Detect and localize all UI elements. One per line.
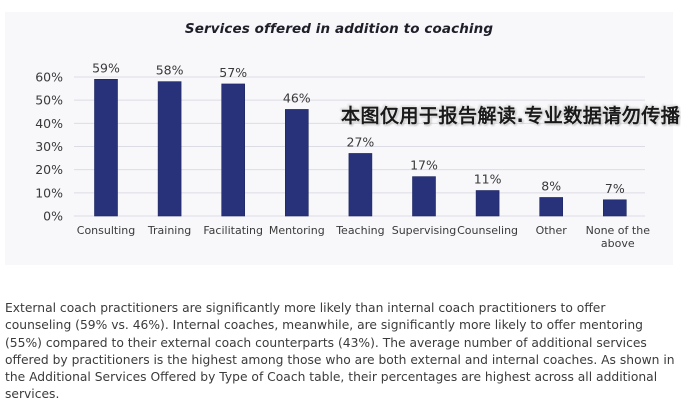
x-tick-label: above: [601, 237, 635, 250]
x-tick-label: Facilitating: [203, 224, 263, 237]
y-tick-label: 10%: [35, 185, 63, 200]
data-labels: 59% 58% 57% 46% 27% 17% 11% 8% 7%: [92, 60, 625, 195]
x-tick-label: Training: [147, 224, 191, 237]
chart-title: Services offered in addition to coaching: [184, 21, 494, 37]
bar-other: [539, 197, 564, 217]
y-tick-label: 0%: [43, 209, 63, 224]
x-tick-label: None of the: [586, 224, 651, 237]
x-tick-label: Consulting: [77, 224, 135, 237]
body-paragraph: External coach practitioners are signifi…: [5, 301, 675, 402]
data-label: 7%: [605, 181, 625, 196]
data-label: 58%: [156, 63, 184, 78]
x-tick-label: Other: [536, 224, 568, 237]
y-tick-label: 20%: [35, 162, 63, 177]
data-label: 59%: [92, 60, 120, 75]
y-tick-label: 60%: [35, 70, 63, 85]
bar-chart: 0% 10% 20% 30% 40% 50% 60% 59% 58% 57% 46% 27% 17% 1…: [35, 60, 650, 250]
x-tick-label: Teaching: [335, 224, 384, 237]
data-label: 27%: [347, 134, 375, 149]
bar-facilitating: [221, 83, 245, 217]
x-tick-label: Supervising: [392, 224, 457, 237]
data-label: 17%: [410, 158, 438, 173]
data-label: 8%: [541, 178, 561, 193]
bar-counseling: [475, 190, 500, 217]
category-labels: Consulting Training Facilitating Mentoring T…: [77, 224, 650, 250]
bar-teaching: [348, 153, 373, 217]
bar-none-of-the-above: [602, 199, 627, 217]
bar-supervising: [412, 176, 436, 217]
bar-training: [157, 81, 182, 217]
data-label: 11%: [474, 172, 502, 187]
data-label: 46%: [283, 90, 311, 105]
y-tick-label: 50%: [35, 93, 63, 108]
bars: [94, 79, 627, 217]
chart-panel: Services offered in addition to coaching…: [5, 12, 680, 265]
y-axis-ticks: 0% 10% 20% 30% 40% 50% 60%: [35, 70, 63, 224]
bar-consulting: [94, 79, 118, 217]
y-tick-label: 40%: [35, 116, 63, 131]
data-label: 57%: [219, 65, 247, 80]
bar-mentoring: [284, 109, 309, 217]
x-tick-label: Counseling: [457, 224, 518, 237]
x-tick-label: Mentoring: [269, 224, 325, 237]
y-tick-label: 30%: [35, 139, 63, 154]
watermark-text: 本图仅用于报告解读.专业数据请勿传播: [341, 105, 681, 127]
